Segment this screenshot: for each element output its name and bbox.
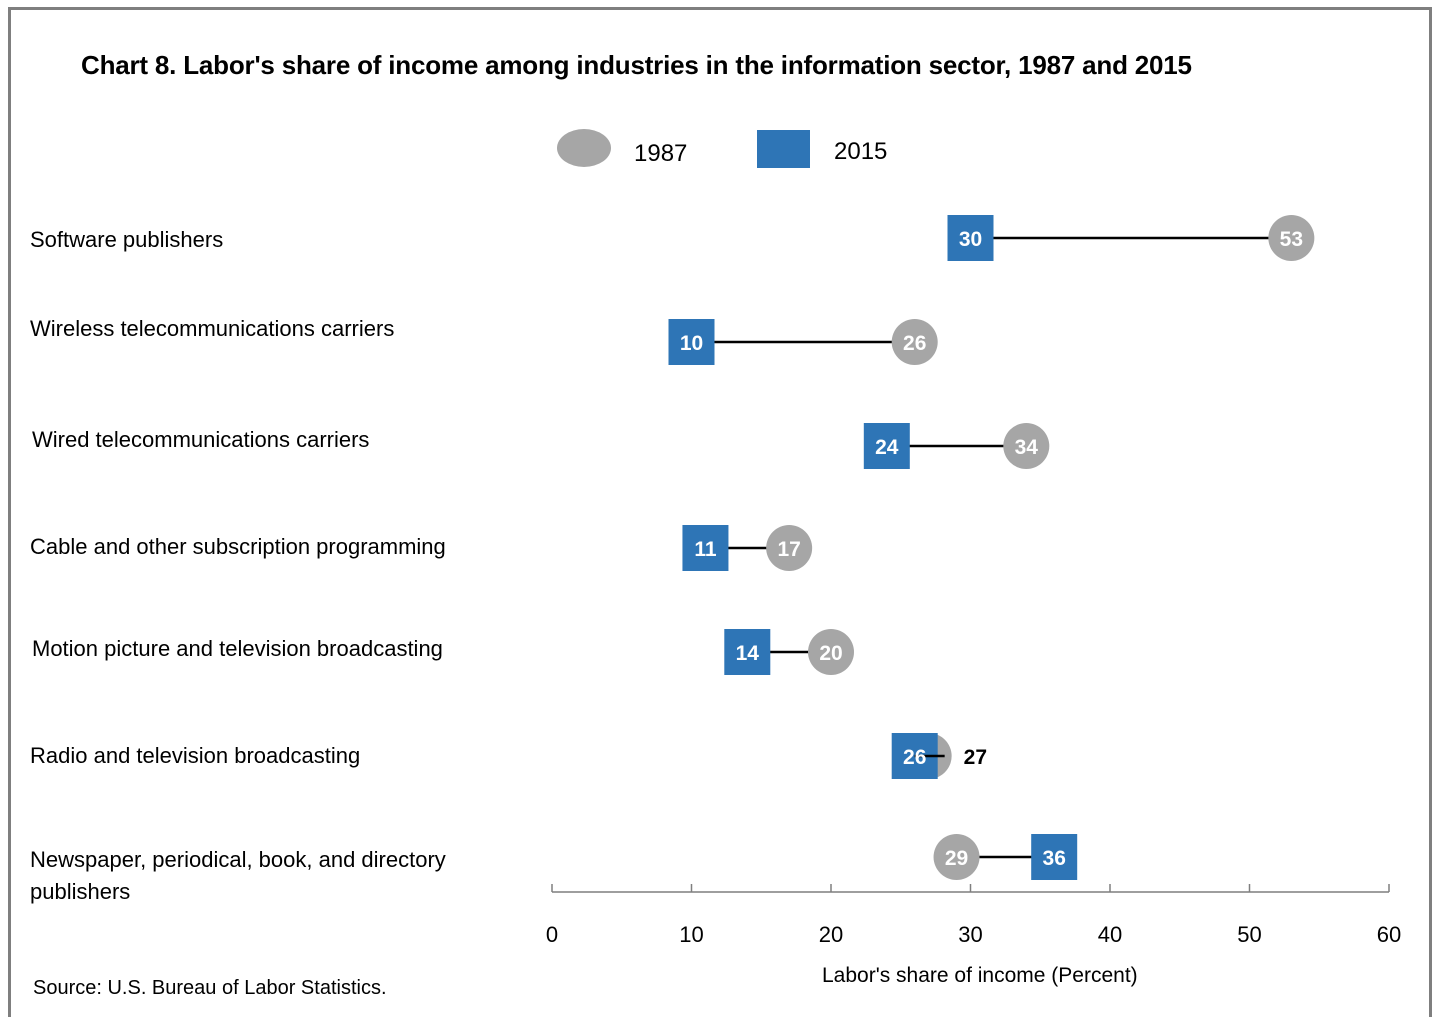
point-2015-3 (682, 525, 729, 571)
data-label-2015-4: 14 (736, 642, 760, 665)
point-1987-4 (808, 629, 854, 675)
legend-1987-marker (557, 129, 611, 167)
category-label-cable: Cable and other subscription programming (30, 534, 446, 559)
point-2015-4 (724, 629, 771, 675)
data-label-1987-0: 53 (1280, 228, 1303, 251)
data-label-2015-6: 36 (1043, 847, 1066, 870)
legend-2015-label: 2015 (834, 138, 888, 165)
point-1987-2 (1003, 423, 1050, 469)
x-tick-label-40: 40 (1098, 922, 1122, 947)
point-2015-6 (1031, 834, 1078, 880)
data-label-1987-5: 27 (964, 746, 987, 769)
chart-frame (8, 7, 1432, 1017)
point-1987-6 (933, 834, 980, 880)
x-tick-label-30: 30 (958, 922, 982, 947)
x-tick-label-60: 60 (1377, 922, 1401, 947)
point-1987-0 (1268, 215, 1315, 261)
x-tick-label-0: 0 (546, 922, 558, 947)
category-label-wireless-telecom: Wireless telecommunications carriers (30, 316, 395, 341)
data-label-2015-2: 24 (875, 436, 899, 459)
x-axis-title: Labor's share of income (Percent) (822, 964, 1138, 987)
point-1987-3 (766, 525, 813, 571)
legend-2015-marker (757, 130, 810, 168)
chart-title: Chart 8. Labor's share of income among i… (81, 50, 1192, 80)
x-tick-label-50: 50 (1237, 922, 1261, 947)
legend-1987-label: 1987 (634, 140, 688, 167)
category-label-radio-tv: Radio and television broadcasting (30, 743, 361, 768)
point-2015-0 (947, 215, 994, 261)
category-label-motion-picture: Motion picture and television broadcasti… (32, 636, 443, 661)
data-label-2015-1: 10 (680, 332, 703, 355)
data-label-1987-4: 20 (819, 642, 842, 665)
data-label-1987-6: 29 (945, 847, 968, 870)
source-note: Source: U.S. Bureau of Labor Statistics. (33, 977, 387, 999)
point-2015-1 (668, 319, 715, 365)
x-tick-label-10: 10 (679, 922, 703, 947)
category-label-newspaper: Newspaper, periodical, book, and directo… (30, 847, 446, 904)
point-1987-1 (891, 319, 938, 365)
data-label-1987-1: 26 (903, 332, 926, 355)
data-label-2015-0: 30 (959, 228, 982, 251)
data-label-1987-2: 34 (1015, 436, 1039, 459)
point-2015-2 (863, 423, 910, 469)
data-label-2015-3: 11 (694, 538, 717, 561)
x-tick-label-20: 20 (819, 922, 843, 947)
category-label-wired-telecom: Wired telecommunications carriers (32, 427, 370, 452)
data-label-1987-3: 17 (777, 538, 800, 561)
category-label-software-publishers: Software publishers (30, 227, 224, 252)
data-label-2015-5: 26 (903, 746, 926, 769)
